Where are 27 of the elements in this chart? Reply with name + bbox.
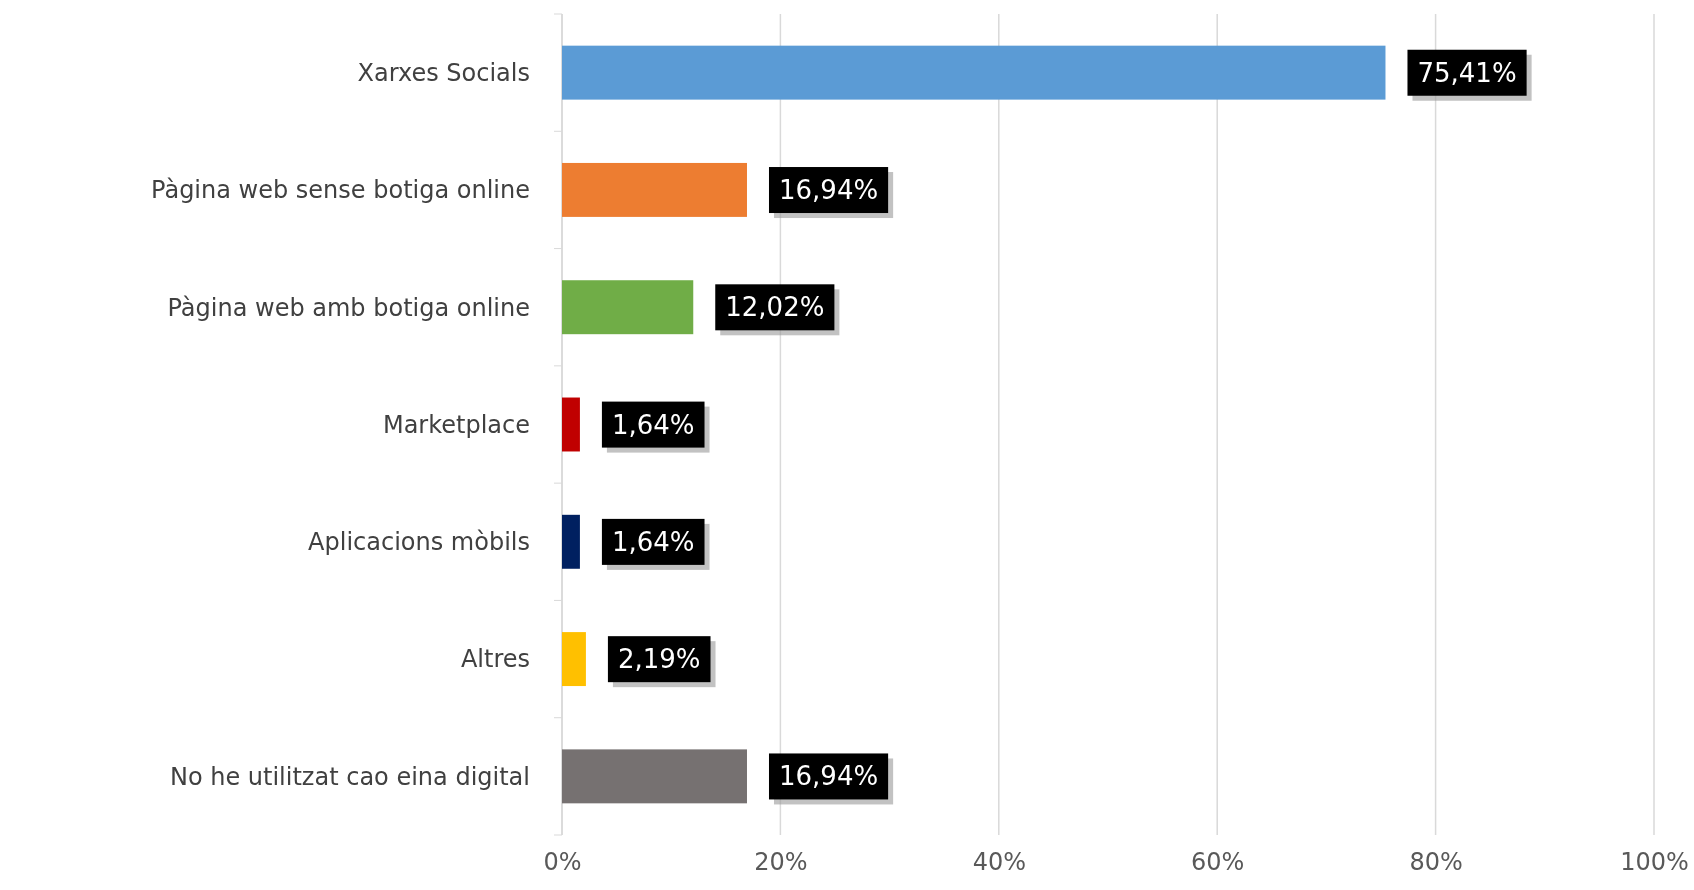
x-tick-label: 100%	[1620, 847, 1689, 876]
bar	[562, 749, 747, 804]
x-tick-label: 80%	[1409, 847, 1463, 876]
bar	[562, 632, 586, 687]
y-tick-label: Pàgina web amb botiga online	[167, 293, 530, 322]
y-tick-label: No he utilitzat cao eina digital	[169, 762, 530, 791]
bar	[562, 162, 747, 217]
x-tick-label: 60%	[1191, 847, 1245, 876]
data-label: 2,19%	[617, 644, 701, 675]
data-label: 75,41%	[1417, 57, 1517, 88]
bar	[562, 280, 694, 335]
y-tick-label: Xarxes Socials	[357, 59, 530, 88]
data-label: 16,94%	[778, 761, 879, 792]
y-tick-label: Pàgina web sense botiga online	[151, 176, 530, 205]
data-label: 12,02%	[725, 292, 825, 323]
y-tick-label: Marketplace	[382, 410, 530, 439]
data-label: 16,94%	[778, 175, 879, 206]
x-tick-label: 20%	[754, 847, 808, 876]
y-tick-label: Aplicacions mòbils	[308, 528, 530, 557]
bar	[562, 45, 1386, 100]
bar	[562, 397, 580, 452]
x-tick-label: 40%	[972, 847, 1026, 876]
y-tick-label: Altres	[460, 645, 530, 674]
data-label: 1,64%	[611, 409, 695, 440]
data-label: 1,64%	[611, 526, 695, 557]
x-tick-label: 0%	[543, 847, 582, 876]
bar	[562, 514, 580, 569]
